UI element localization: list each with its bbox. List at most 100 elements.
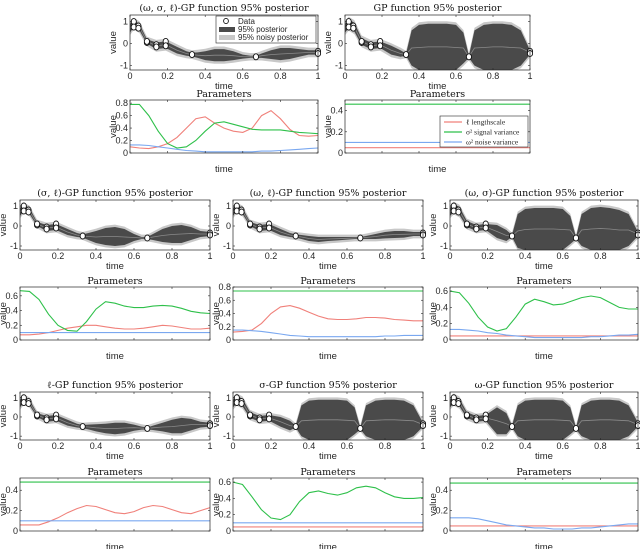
data-point [357, 425, 364, 432]
x-tick-label: 0.6 [128, 441, 141, 451]
data-point [25, 208, 32, 216]
x-axis-label: time [215, 81, 233, 92]
x-tick-label: 0.2 [481, 251, 494, 261]
y-tick-label: -1 [335, 61, 343, 71]
plot-content [233, 393, 423, 440]
axes-box [19, 286, 211, 341]
parameters-plot-title: Parameters [87, 467, 142, 478]
x-axis-label: time [535, 351, 553, 362]
y-axis-label: value [0, 214, 9, 237]
legend-noisy-label: 95% noisy posterior [238, 33, 309, 42]
posterior-band [20, 396, 210, 435]
data-point [463, 220, 470, 228]
data-point [34, 220, 41, 228]
function-plot-title: GP function 95% posterior [374, 3, 502, 14]
function-plot-title: (ω, σ, ℓ)-GP function 95% posterior [139, 3, 309, 14]
data-point [266, 224, 273, 232]
axes-box [232, 477, 424, 532]
data-point [79, 423, 86, 431]
legend-noise-label: ω² noise variance [466, 138, 519, 147]
function-plot: (ω, ℓ)-GP function 95% posterior 0 0.2 0.4 0… [211, 188, 427, 272]
y-tick-label: 0 [13, 221, 18, 231]
y-tick-label: -1 [10, 431, 18, 441]
axes-box [449, 391, 639, 441]
function-plot: (ω, σ)-GP function 95% posterior 0 0.2 0.4 0… [428, 188, 640, 272]
x-axis-label: time [535, 261, 553, 272]
parameters-plot: Parameters 0 0.2 0.4 0.6 time value [0, 276, 211, 362]
function-plot-title: ℓ-GP function 95% posterior [47, 380, 183, 391]
y-tick-label: 0 [13, 526, 18, 536]
legend-posterior-label: 95% posterior [238, 25, 288, 34]
y-axis-label: value [211, 405, 222, 428]
x-tick-label: 0.6 [128, 251, 141, 261]
parameters-plot-title: Parameters [300, 276, 355, 287]
x-tick-label: 0.2 [52, 251, 65, 261]
y-tick-label: 0 [123, 148, 128, 158]
plot-area [450, 478, 638, 531]
x-tick-label: 0.4 [519, 251, 532, 261]
x-tick-label: 0.6 [557, 251, 570, 261]
y-tick-label: 0.6 [5, 291, 18, 301]
x-tick-label: 0.8 [274, 71, 287, 81]
x-tick-label: 1 [207, 441, 212, 451]
data-point [266, 415, 273, 423]
axes-box [232, 199, 424, 251]
y-tick-label: -1 [440, 241, 448, 251]
x-tick-label: 0.6 [341, 441, 354, 451]
y-tick-label: 1 [338, 17, 343, 27]
function-plot-title: (ω, ℓ)-GP function 95% posterior [250, 188, 407, 199]
lengthscale-line [232, 305, 423, 333]
x-tick-label: 0.2 [265, 251, 278, 261]
y-tick-label: 0.4 [5, 485, 18, 495]
y-tick-label: 0 [443, 335, 448, 345]
x-axis-label: time [319, 261, 337, 272]
function-plot-title: ω-GP function 95% posterior [475, 380, 614, 391]
axes-box [129, 99, 319, 154]
y-tick-label: 1 [226, 201, 231, 211]
x-tick-label: 0 [230, 251, 235, 261]
y-tick-label: 1 [123, 17, 128, 27]
axes-box [449, 477, 639, 532]
x-tick-label: 0 [17, 441, 22, 451]
y-tick-label: 0.4 [435, 485, 448, 495]
plot-area [20, 287, 210, 340]
y-tick-label: 0.6 [218, 295, 231, 305]
parameters-plot-title: Parameters [516, 467, 571, 478]
y-tick-label: 0.4 [218, 309, 231, 319]
y-tick-label: 0.2 [330, 127, 343, 137]
x-tick-label: 0 [342, 71, 347, 81]
x-axis-label: time [106, 542, 124, 549]
y-tick-label: 0.2 [115, 136, 128, 146]
x-tick-label: 0.2 [52, 441, 65, 451]
legend-noisy-swatch [219, 35, 235, 40]
y-tick-label: -1 [223, 241, 231, 251]
x-axis-label: time [535, 451, 553, 462]
data-point [144, 234, 151, 242]
y-axis-label: value [108, 115, 119, 138]
function-plot: ω-GP function 95% posterior 0 0.2 0.4 0.6 0.8… [428, 380, 640, 462]
data-point [247, 220, 254, 228]
x-tick-label: 0.8 [166, 441, 179, 451]
posterior-band [233, 395, 423, 440]
x-tick-label: 1 [315, 71, 320, 81]
noise-line [130, 144, 319, 153]
y-axis-label: value [428, 302, 439, 325]
y-tick-label: -1 [223, 431, 231, 441]
data-point [463, 411, 470, 419]
data-point [238, 400, 245, 407]
data-point [357, 234, 364, 242]
y-tick-label: 0.8 [115, 98, 128, 108]
y-axis-label: value [211, 302, 222, 325]
data-point [252, 53, 260, 61]
legend-data-marker [223, 17, 229, 25]
y-tick-label: 0.2 [435, 506, 448, 516]
x-tick-label: 0.4 [413, 71, 426, 81]
y-axis-label: value [211, 493, 222, 516]
y-tick-label: 0.4 [5, 306, 18, 316]
data-point [473, 225, 480, 233]
function-plot-title: (σ, ℓ)-GP function 95% posterior [37, 188, 193, 199]
x-tick-label: 0.6 [341, 251, 354, 261]
data-point [256, 225, 263, 233]
parameters-plot-title: Parameters [87, 276, 142, 287]
